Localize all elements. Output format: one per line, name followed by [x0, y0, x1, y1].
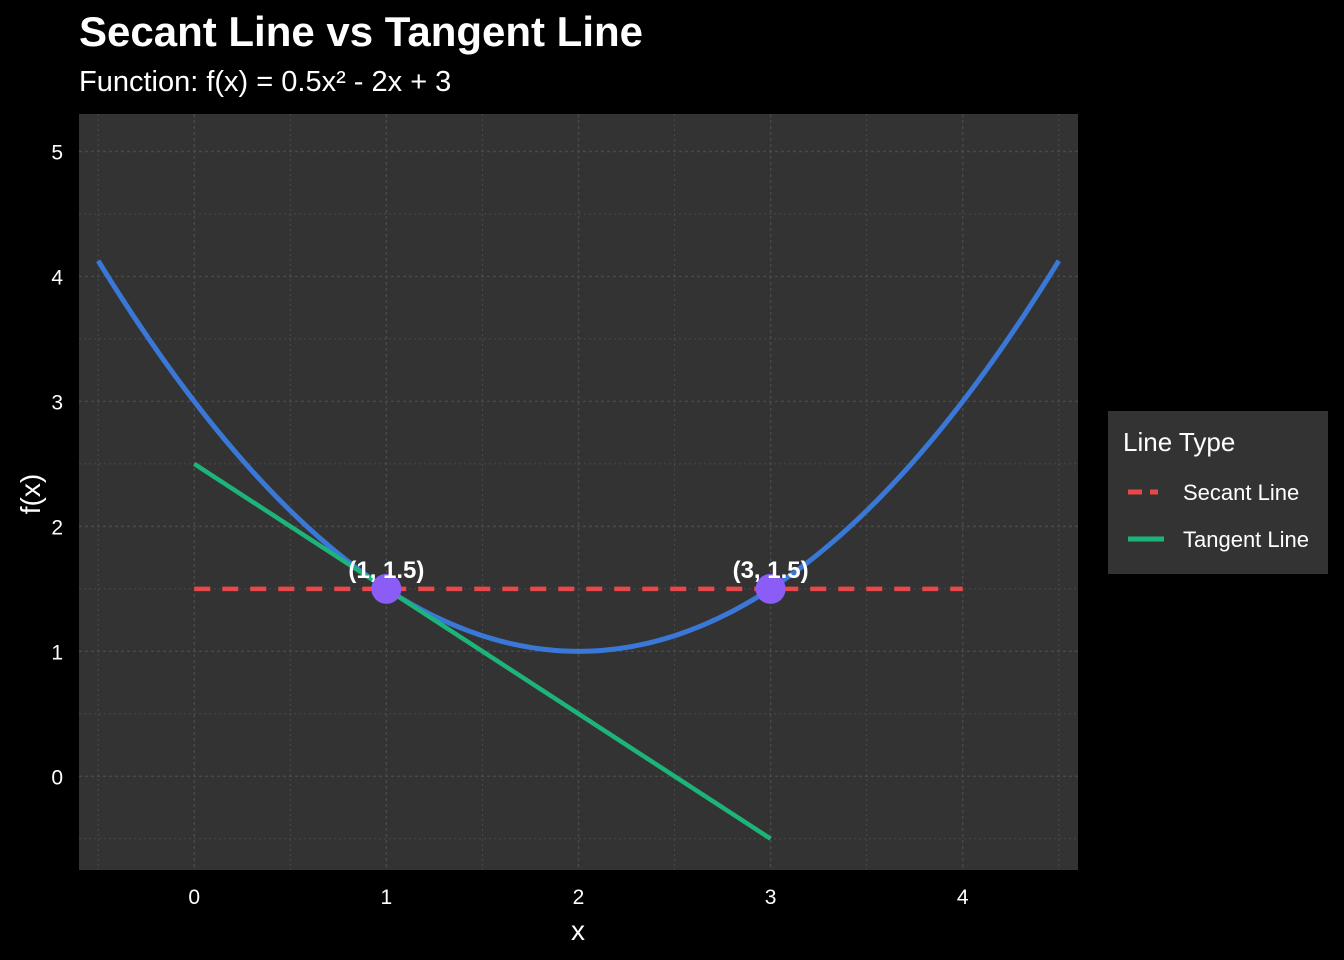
grid-lines	[79, 114, 1078, 870]
chart-subtitle: Function: f(x) = 0.5x² - 2x + 3	[79, 66, 452, 98]
x-tick-label: 4	[957, 886, 969, 909]
legend-background	[1108, 411, 1328, 574]
y-tick-label: 1	[51, 641, 63, 664]
axes: 0 1 2 3 4 0 1 2 3 4 5	[51, 141, 969, 909]
tangent-line	[193, 461, 772, 841]
point-label: (1, 1.5)	[348, 557, 424, 584]
x-axis-label: x	[571, 915, 585, 946]
y-tick-label: 3	[51, 391, 63, 414]
function-curve	[96, 259, 1061, 654]
x-tick-label: 0	[188, 886, 200, 909]
y-tick-label: 2	[51, 516, 63, 539]
y-axis-label: f(x)	[15, 474, 46, 514]
legend-label-tangent: Tangent Line	[1183, 527, 1309, 552]
point-marker	[371, 573, 402, 604]
y-tick-label: 5	[51, 141, 63, 164]
legend-label-secant: Secant Line	[1183, 480, 1299, 505]
data-layer: (1, 1.5) (3, 1.5)	[96, 259, 1061, 841]
legend: Line Type Secant Line Tangent Line	[1108, 411, 1328, 574]
x-tick-label: 2	[573, 886, 585, 909]
chart-title: Secant Line vs Tangent Line	[79, 8, 644, 55]
point-marker	[755, 573, 786, 604]
y-tick-label: 4	[51, 266, 63, 289]
legend-title: Line Type	[1123, 427, 1235, 457]
x-tick-label: 3	[765, 886, 777, 909]
x-tick-label: 1	[381, 886, 393, 909]
point-label: (3, 1.5)	[733, 557, 809, 584]
y-tick-label: 0	[51, 766, 63, 789]
